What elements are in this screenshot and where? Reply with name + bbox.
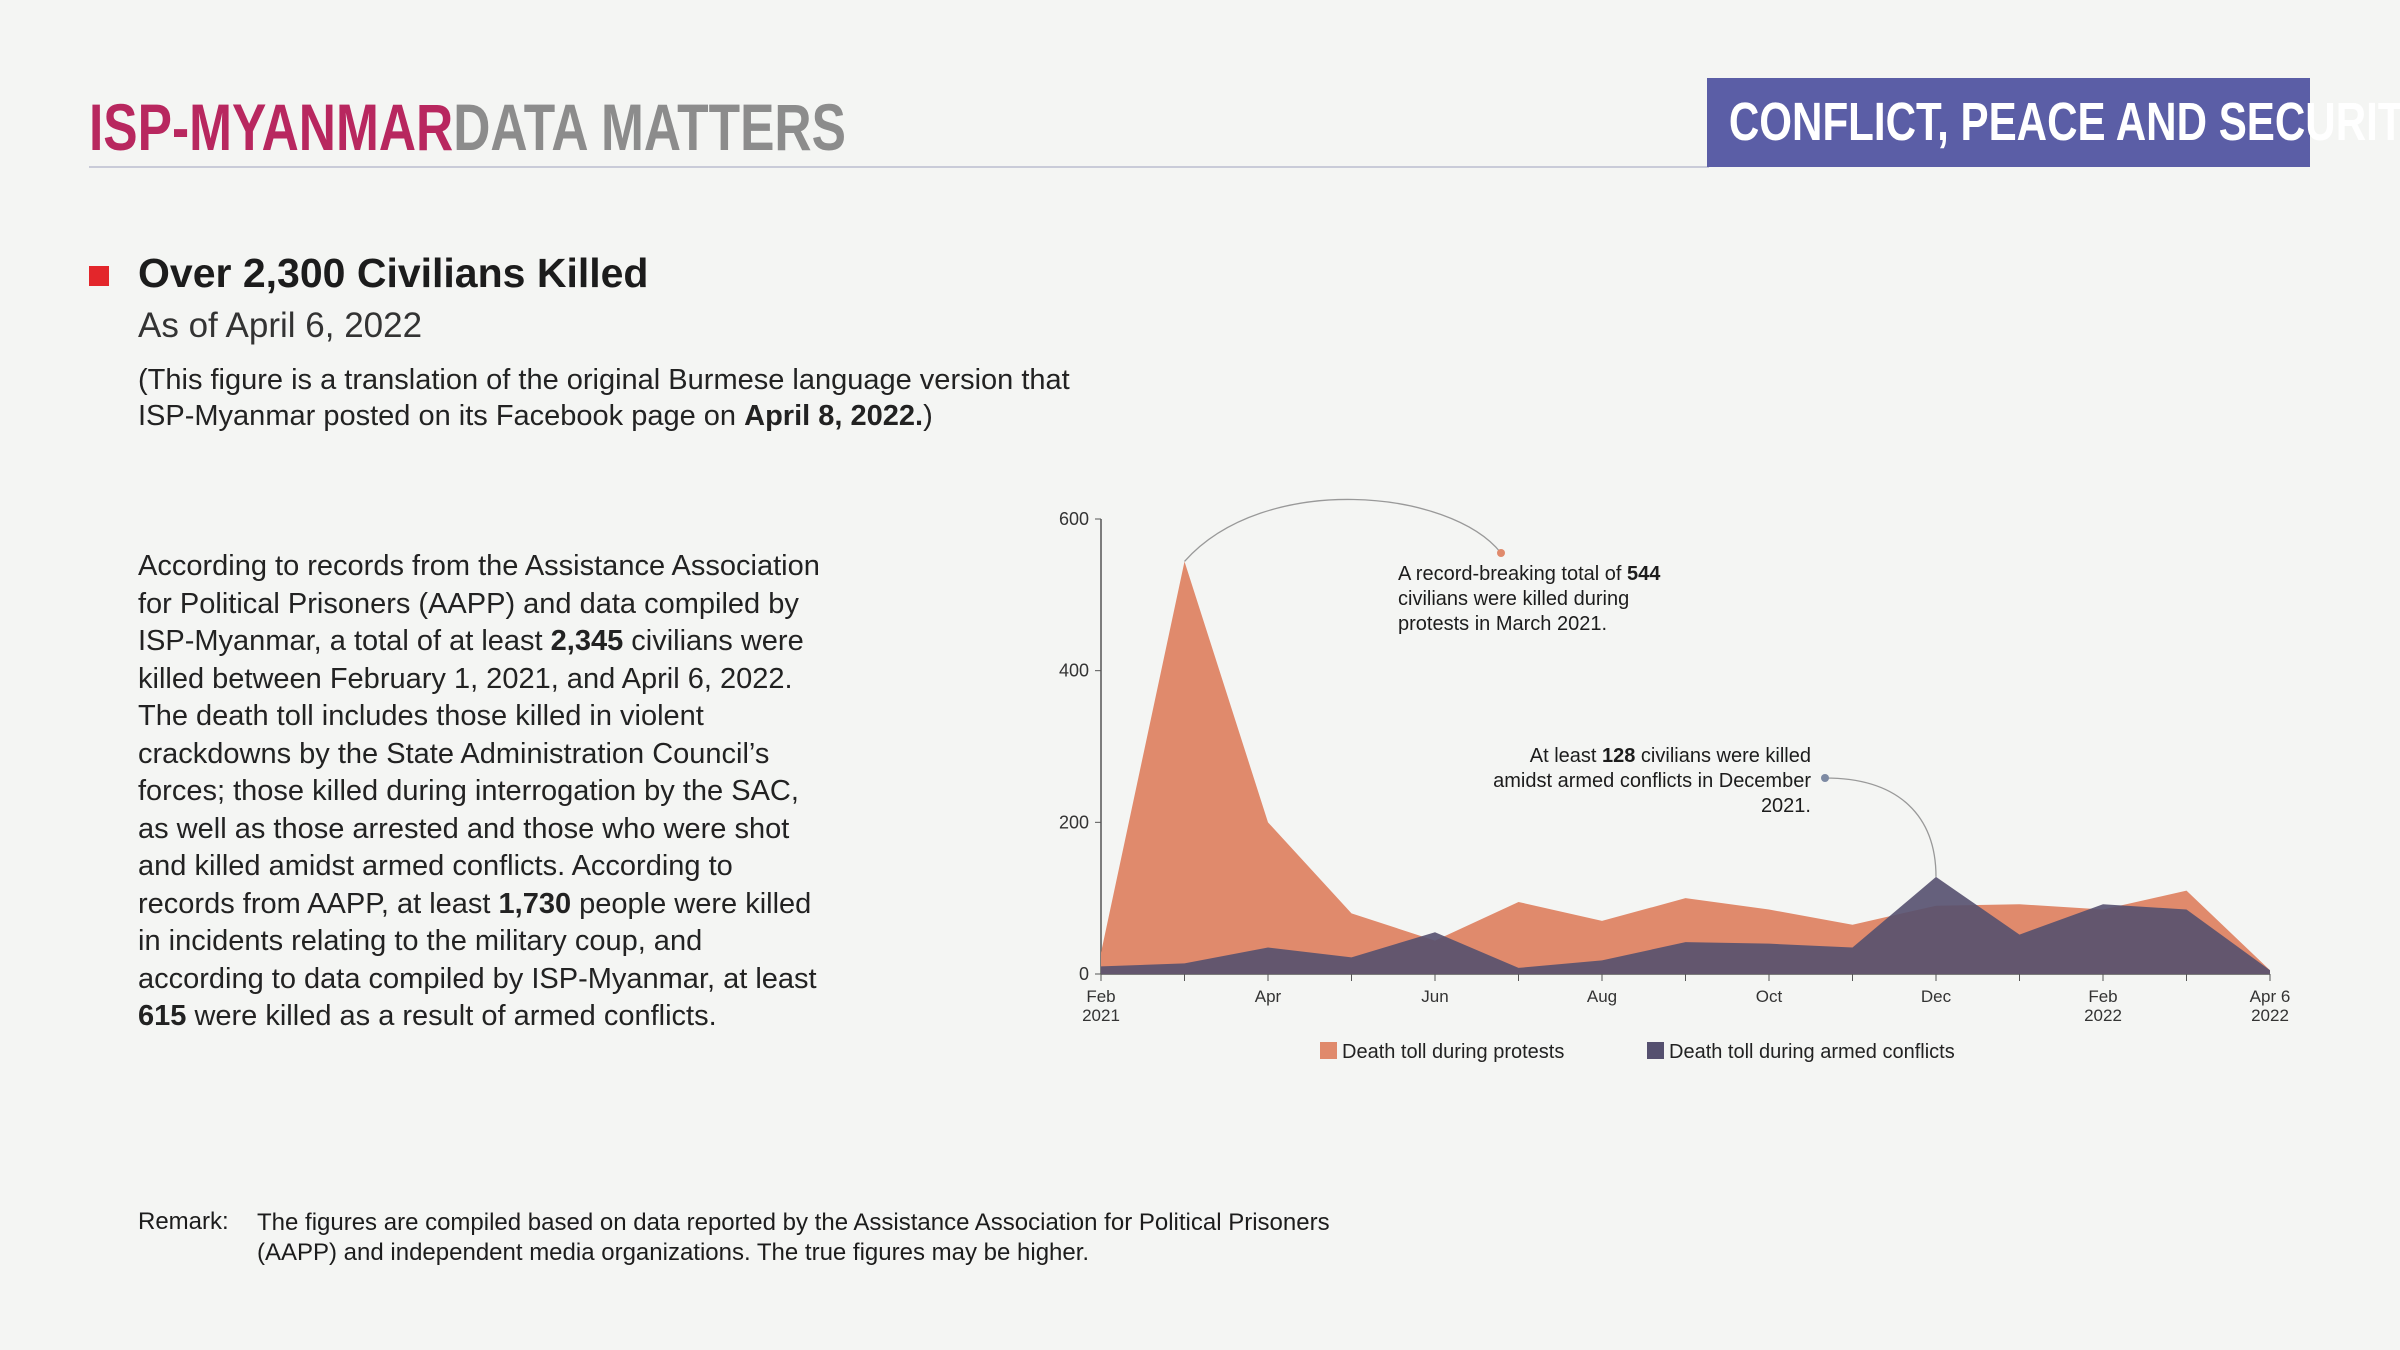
badge-text: CONFLICT, PEACE AND SECURITY [1728,92,2400,152]
leader-line [1824,777,1937,877]
body-text: According to records from the Assistance… [138,548,828,1036]
text-run: A record-breaking total of [1398,563,1628,585]
brand-logo: ISP-MYANMARDATA MATTERS [89,92,846,162]
text-run: people were killed in incidents relating… [138,887,817,995]
remark-text: The figures are compiled based on data r… [257,1209,1330,1266]
bullet [89,266,109,286]
text-run: (This figure is a translation of the ori… [138,364,1070,432]
leader-dot [1821,774,1829,782]
text-run: According to records from the Assistance… [138,550,820,657]
leader-line [1184,498,1502,562]
text-run: At least [1529,745,1602,767]
x-tick-label: Dec [1921,987,1952,1006]
text-run: ) [923,400,933,432]
x-tick-label: Apr [1255,987,1282,1006]
y-tick-label: 200 [1059,812,1089,832]
legend-swatch [1647,1042,1664,1059]
annotation: At least 128 civilians were killed amids… [1491,744,1811,819]
x-tick-label: Feb 2022 [2084,987,2122,1025]
annotation: A record-breaking total of 544 civilians… [1398,562,1698,637]
text-run: 2,345 [550,625,624,657]
legend-label: Death toll during protests [1342,1041,1564,1063]
subtitle: As of April 6, 2022 [138,306,423,345]
text-run: April 8, 2022. [744,400,924,432]
x-tick-label: Feb 2021 [1082,987,1120,1025]
text-run: civilians were killed amidst armed confl… [1493,745,1811,817]
text-run: 1,730 [498,887,572,920]
text-run: civilians were killed during protests in… [1398,588,1630,635]
remark-label: Remark: [138,1208,229,1235]
legend-label: Death toll during armed conflicts [1669,1041,1955,1063]
y-tick-label: 0 [1079,964,1089,984]
note: (This figure is a translation of the ori… [138,362,1118,434]
text-run: 615 [138,1000,187,1032]
y-tick-label: 600 [1059,509,1089,529]
x-tick-label: Jun [1421,987,1448,1006]
brand-suffix: DATA MATTERS [453,90,846,164]
y-tick-label: 400 [1059,661,1089,681]
x-tick-label: Oct [1756,987,1783,1006]
text-run: civilians were killed between February 1… [138,625,804,920]
leader-dot [1497,549,1505,557]
text-run: 544 [1627,563,1661,585]
title: Over 2,300 Civilians Killed [138,250,649,296]
header-rule [89,166,1709,168]
legend-swatch [1320,1042,1337,1059]
badge: CONFLICT, PEACE AND SECURITY [1707,78,2400,167]
area [1101,876,2270,974]
text-run: were killed as a result of armed conflic… [186,1000,717,1032]
x-tick-label: Aug [1587,987,1617,1006]
x-tick-label: Apr 6 2022 [2250,987,2291,1025]
text-run: 128 [1602,745,1636,767]
brand: ISP-MYANMAR [89,90,454,164]
